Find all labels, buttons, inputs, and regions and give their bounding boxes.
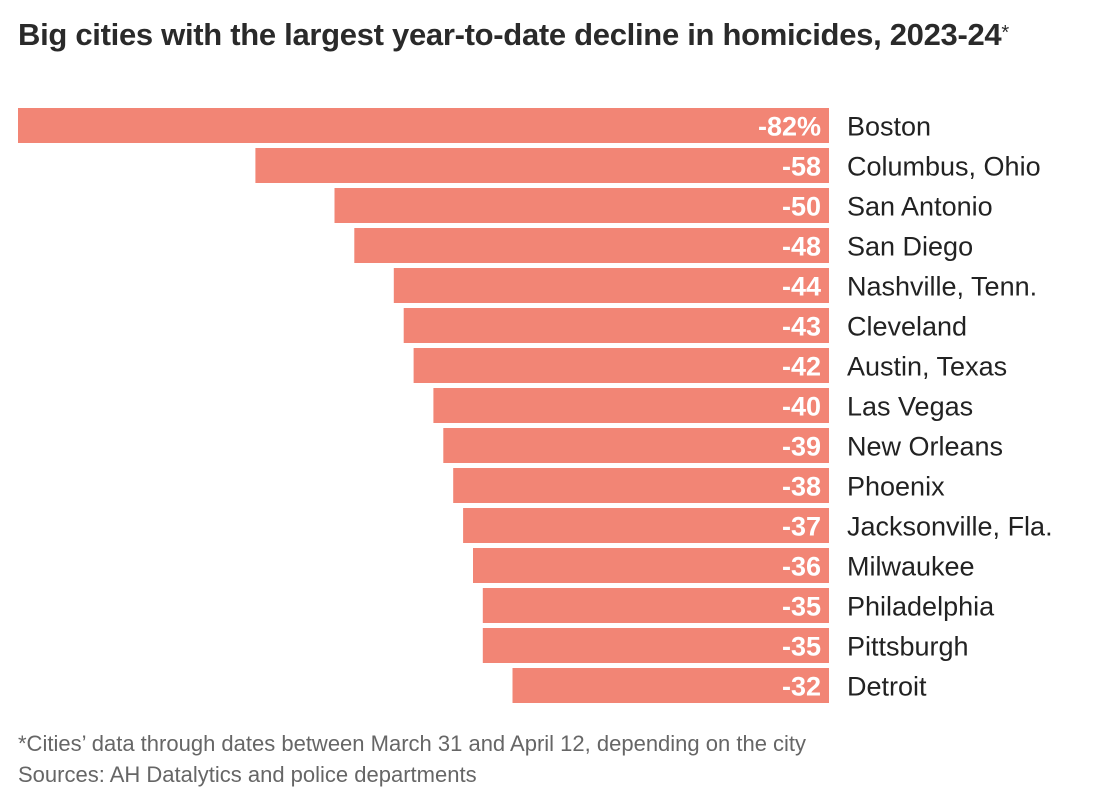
bar-milwaukee [473,548,829,583]
value-label: -38 [782,472,821,502]
bar-philadelphia [482,588,829,623]
category-label: Boston [847,112,931,142]
value-label: -58 [782,152,821,182]
category-label: Austin, Texas [847,352,1007,382]
category-label: Detroit [847,672,927,702]
chart-footnotes: *Cities’ data through dates between Marc… [18,728,806,790]
value-label: -39 [782,432,821,462]
bar-austin-texas [413,348,829,383]
category-label: Philadelphia [847,592,995,622]
bar-phoenix [453,468,829,503]
bar-pittsburgh [482,628,829,663]
category-label: Columbus, Ohio [847,152,1041,182]
category-label: Cleveland [847,312,967,342]
category-label: Phoenix [847,472,945,502]
value-label: -35 [782,632,821,662]
bar-new-orleans [443,428,829,463]
category-label: Jacksonville, Fla. [847,512,1053,542]
bar-detroit [512,668,829,703]
category-label: San Diego [847,232,973,262]
source-text: Sources: AH Datalytics and police depart… [18,762,477,787]
value-label: -37 [782,512,821,542]
category-label: Milwaukee [847,552,975,582]
category-label: Pittsburgh [847,632,969,662]
value-label: -50 [782,192,821,222]
value-label: -42 [782,352,821,382]
bar-columbus-ohio [255,148,829,183]
value-label: -44 [782,272,821,302]
bar-jacksonville-fla [463,508,829,543]
bar-las-vegas [433,388,829,423]
bar-cleveland [403,308,829,343]
value-label: -43 [782,312,821,342]
value-label: -82% [758,112,821,142]
chart-title-text: Big cities with the largest year-to-date… [18,17,1002,52]
value-label: -35 [782,592,821,622]
value-label: -36 [782,552,821,582]
category-label: Las Vegas [847,392,973,422]
footnote-text: *Cities’ data through dates between Marc… [18,731,807,756]
value-label: -40 [782,392,821,422]
bar-boston [18,108,829,143]
category-label: San Antonio [847,192,993,222]
value-label: -32 [782,672,821,702]
title-footnote-marker: * [1001,22,1009,44]
bar-san-diego [354,228,829,263]
category-label: New Orleans [847,432,1003,462]
value-label: -48 [782,232,821,262]
category-label: Nashville, Tenn. [847,272,1037,302]
chart-title: Big cities with the largest year-to-date… [18,16,1088,54]
bar-nashville-tenn [393,268,829,303]
bar-san-antonio [334,188,829,223]
